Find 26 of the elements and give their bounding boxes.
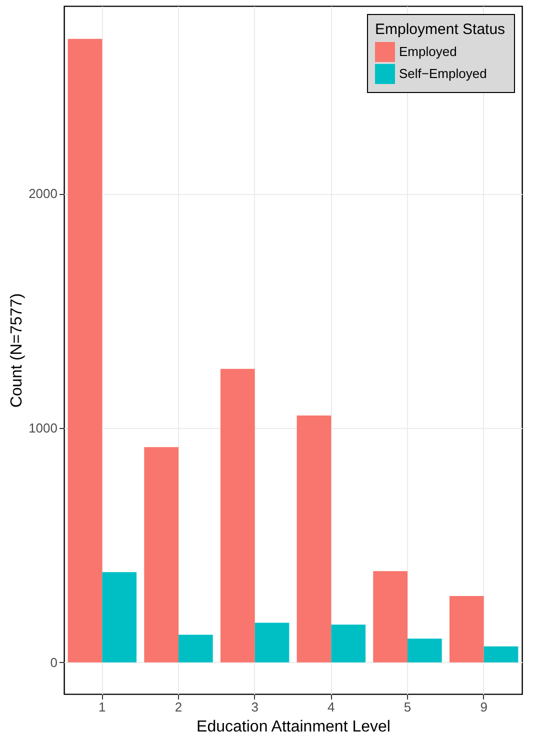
bar — [102, 572, 137, 662]
bar — [449, 596, 484, 662]
y-tick-label: 2000 — [28, 186, 58, 202]
bar — [178, 634, 213, 662]
bar — [408, 638, 442, 662]
x-tick-label: 4 — [328, 700, 335, 714]
y-axis-title: Count (N=7577) — [8, 293, 26, 408]
bar — [331, 624, 366, 662]
legend-title: Employment Status — [375, 21, 506, 38]
bar — [296, 416, 332, 662]
bar — [254, 622, 290, 662]
bar — [144, 447, 178, 662]
y-tick-label: 0 — [50, 654, 58, 670]
x-tick-label: 1 — [98, 700, 106, 714]
y-tick-label: 1000 — [28, 420, 58, 436]
bar — [220, 368, 255, 662]
bar — [484, 646, 518, 662]
x-tick-label: 2 — [174, 700, 182, 714]
x-tick-label: 3 — [251, 700, 258, 714]
x-tick-label: 9 — [480, 700, 488, 714]
bar — [373, 571, 408, 662]
bar — [68, 38, 102, 662]
x-tick-label: 5 — [404, 700, 412, 714]
x-axis-title: Education Attainment Level — [196, 718, 390, 736]
legend-label: Self−Employed — [399, 66, 487, 81]
legend-label: Employed — [399, 44, 457, 59]
